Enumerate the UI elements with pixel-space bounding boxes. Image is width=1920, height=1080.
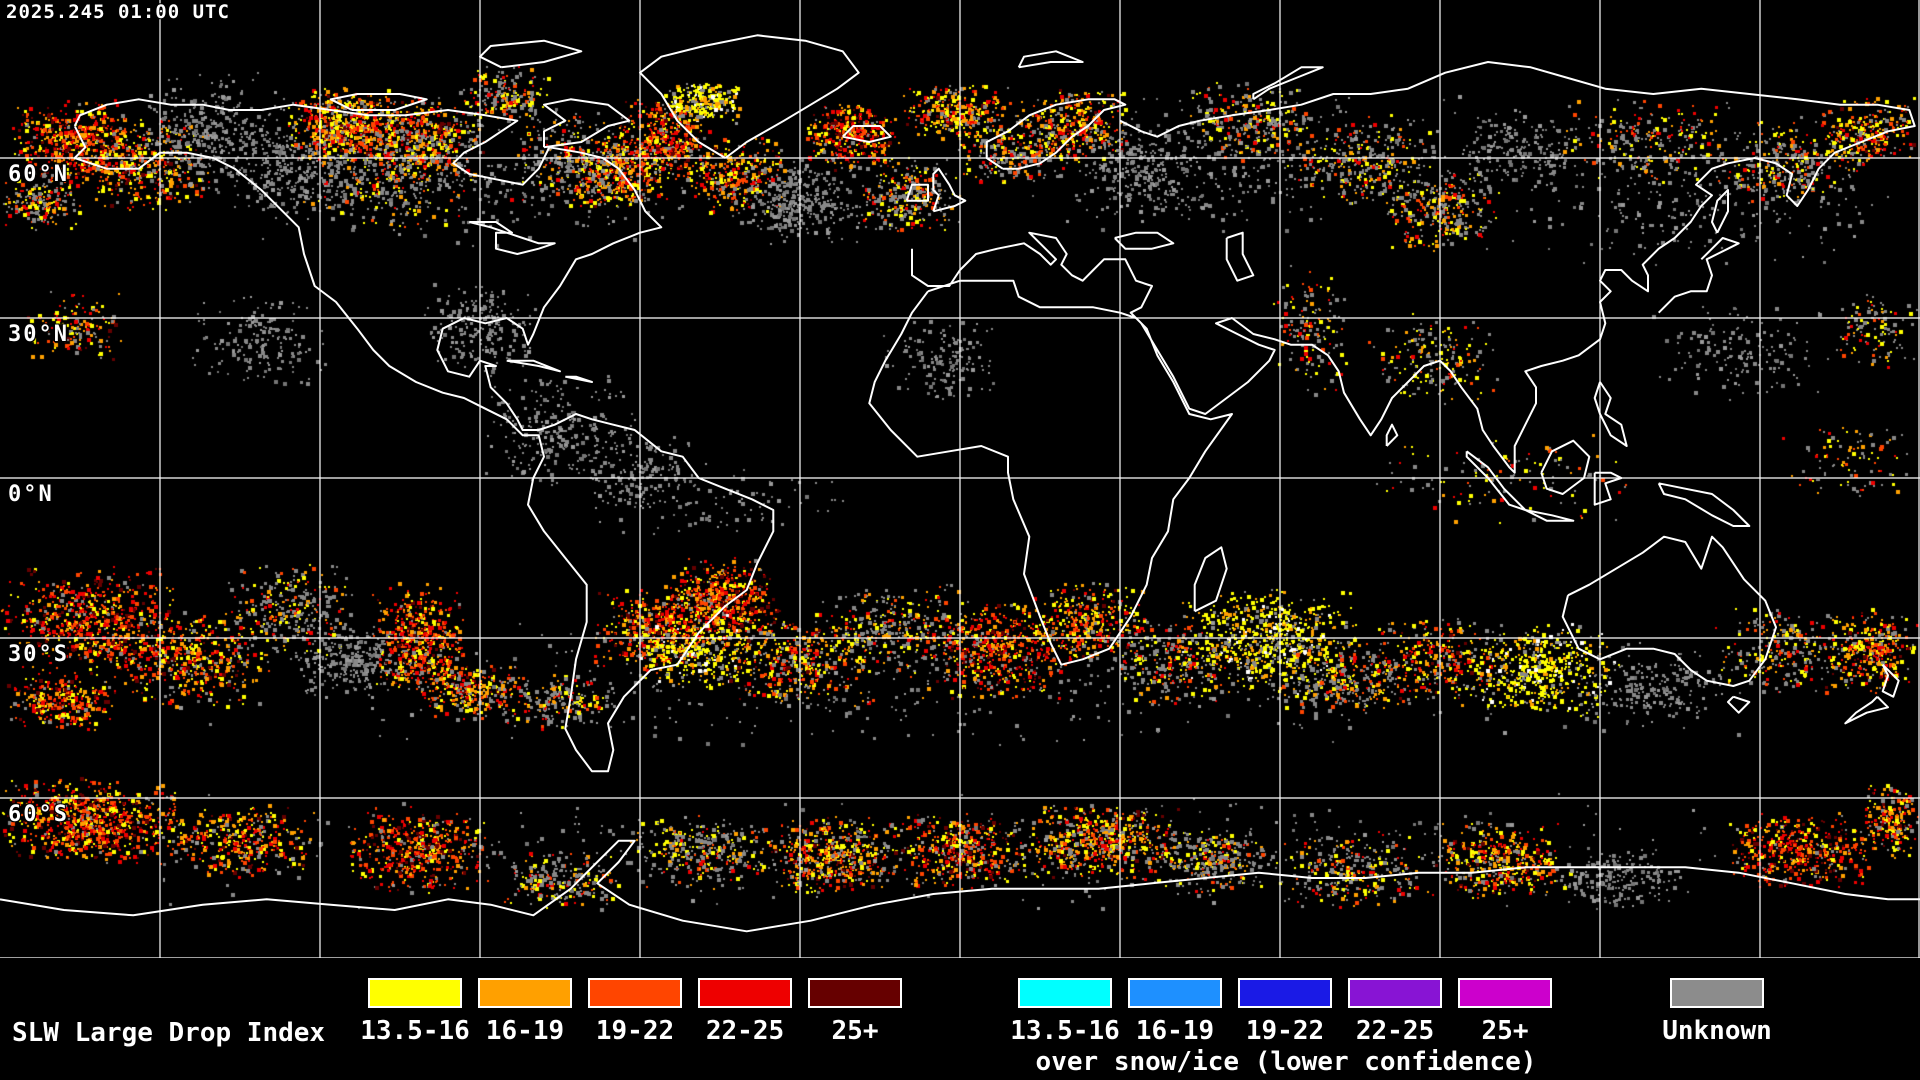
- legend-snow-ice-swatch-19-22: [1238, 978, 1332, 1008]
- legend-primary-label-22-25: 22-25: [705, 1016, 785, 1046]
- legend-primary-swatch-16-19: [478, 978, 572, 1008]
- legend-snow-ice-caption: over snow/ice (lower confidence): [1035, 1047, 1537, 1077]
- legend-snow-ice-label-16-19: 16-19: [1135, 1016, 1215, 1046]
- legend-snow-ice-swatch-13.5-16: [1018, 978, 1112, 1008]
- legend-primary-swatch-25+: [808, 978, 902, 1008]
- legend-snow-ice-swatch-25+: [1458, 978, 1552, 1008]
- legend-snow-ice-label-13.5-16: 13.5-16: [1010, 1016, 1120, 1046]
- latitude-label-30N: 30°N: [8, 322, 69, 347]
- timestamp-label: 2025.245 01:00 UTC: [6, 1, 230, 23]
- legend-primary-swatch-13.5-16: [368, 978, 462, 1008]
- legend-primary-swatch-19-22: [588, 978, 682, 1008]
- coastline-grid-layer: [0, 0, 1920, 958]
- legend-snow-ice-label-25+: 25+: [1481, 1016, 1529, 1046]
- legend-snow-ice-label-22-25: 22-25: [1355, 1016, 1435, 1046]
- latitude-label-30S: 30°S: [8, 642, 69, 667]
- legend-title: SLW Large Drop Index: [12, 1018, 326, 1048]
- coastlines: [0, 34, 1920, 933]
- legend-primary-label-25+: 25+: [831, 1016, 879, 1046]
- legend-primary-label-13.5-16: 13.5-16: [360, 1016, 470, 1046]
- legend-primary-label-16-19: 16-19: [485, 1016, 565, 1046]
- legend-unknown-swatch: [1670, 978, 1764, 1008]
- latitude-label-60N: 60°N: [8, 162, 69, 187]
- legend-snow-ice-label-19-22: 19-22: [1245, 1016, 1325, 1046]
- legend-primary-swatch-22-25: [698, 978, 792, 1008]
- legend-snow-ice-swatch-22-25: [1348, 978, 1442, 1008]
- latitude-label-0N: 0°N: [8, 482, 54, 507]
- legend-unknown-label: Unknown: [1662, 1016, 1772, 1046]
- latitude-label-60S: 60°S: [8, 802, 69, 827]
- legend-primary-label-19-22: 19-22: [595, 1016, 675, 1046]
- graticule-gridlines: [0, 0, 1920, 958]
- legend-snow-ice-swatch-16-19: [1128, 978, 1222, 1008]
